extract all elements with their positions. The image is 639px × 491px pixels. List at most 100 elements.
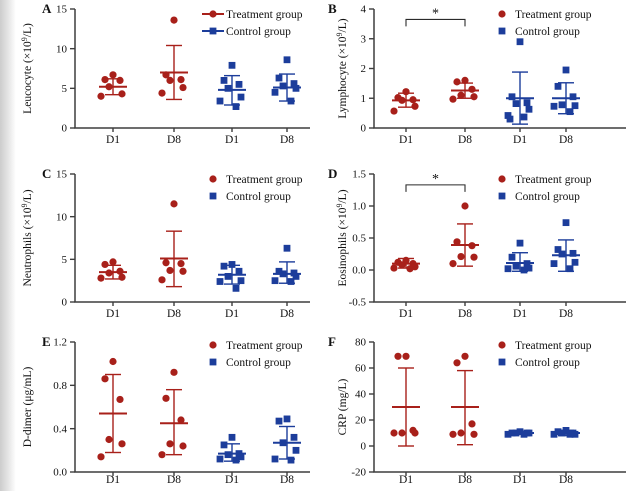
data-point (162, 259, 170, 267)
x-tick-label: D1 (513, 134, 527, 146)
data-point (468, 85, 476, 93)
data-point (550, 260, 558, 267)
data-point (158, 451, 166, 459)
data-point (162, 394, 170, 402)
legend-item-treatment: Treatment group (209, 174, 303, 186)
x-tick-label: D1 (225, 134, 239, 146)
data-point (166, 440, 174, 448)
data-point (508, 93, 516, 101)
legend-item-treatment: Treatment group (498, 340, 592, 352)
series-treatment-d8 (449, 202, 479, 268)
treatment-marker-icon (498, 175, 506, 183)
data-point (158, 276, 166, 284)
panel-letter: D (328, 166, 337, 181)
data-point (520, 266, 528, 274)
y-tick-label: 0.0 (53, 467, 67, 479)
legend-item-treatment: Treatment group (498, 174, 592, 186)
data-point (224, 84, 232, 92)
series-control-d8 (271, 56, 301, 105)
legend-label: Control group (226, 191, 291, 203)
data-point (470, 430, 478, 438)
data-point (290, 269, 298, 277)
data-point (516, 239, 524, 247)
y-tick-label: -0.5 (349, 297, 367, 309)
series-control-d1 (504, 428, 534, 438)
x-tick-label: D1 (399, 474, 413, 486)
x-tick-label: D8 (458, 134, 472, 146)
y-tick-label: 2 (361, 63, 367, 75)
panel-letter: A (42, 1, 52, 16)
x-tick-label: D8 (280, 474, 294, 486)
data-point (228, 433, 236, 441)
data-point (504, 265, 512, 273)
control-marker-icon (209, 192, 217, 200)
control-marker-icon (498, 27, 506, 35)
legend-label: Treatment group (226, 9, 303, 21)
series-control-d8 (550, 66, 580, 116)
legend-item-treatment: Treatment group (498, 9, 592, 21)
y-tick-label: 5 (62, 83, 68, 95)
x-tick-label: D1 (225, 474, 239, 486)
data-point (558, 101, 566, 109)
legend-item-control: Control group (498, 26, 580, 38)
series-treatment-d1 (390, 256, 420, 273)
significance-star: * (432, 172, 439, 187)
data-point (237, 453, 245, 461)
significance-bracket (405, 184, 466, 192)
y-axis-label: D-dimer (μg/mL) (22, 367, 34, 448)
panel-d: D -0.5 0.0 0.5 1.0 1.5 Eosinophils (×109/L) D1 D… (320, 163, 639, 327)
data-point (406, 265, 414, 273)
y-tick-label: 15 (56, 4, 68, 16)
y-tick-label: 60 (355, 363, 367, 375)
series-control-d8 (271, 415, 301, 464)
x-tick-label: D1 (225, 308, 239, 320)
y-tick-label: 3 (361, 33, 367, 45)
series-control-d8 (271, 244, 301, 285)
data-point (571, 430, 579, 438)
treatment-marker-icon (498, 10, 506, 18)
y-tick-label: 4 (361, 4, 367, 16)
data-point (177, 260, 185, 268)
x-tick-label: D1 (106, 474, 120, 486)
data-point (271, 88, 279, 96)
x-tick-label: D1 (106, 134, 120, 146)
treatment-marker-icon (209, 341, 217, 349)
data-point (508, 253, 516, 261)
y-tick-label: 0.5 (352, 233, 366, 245)
data-point (101, 375, 109, 383)
data-point (283, 415, 291, 423)
series-treatment-d1 (97, 258, 127, 282)
data-point (279, 270, 287, 278)
panel-letter: E (42, 334, 51, 349)
data-point (177, 76, 185, 84)
data-point (468, 420, 476, 428)
data-point (170, 368, 178, 376)
data-point (390, 429, 398, 437)
data-point (166, 266, 174, 275)
legend-item-control: Control group (209, 191, 291, 203)
legend-label: Treatment group (226, 174, 303, 186)
data-point (449, 95, 457, 103)
panel-c: C 0 5 10 15 Neutrophils (×109/L) D1 D8 D1 D8 Treat… (0, 163, 320, 327)
data-point (468, 242, 476, 250)
data-point (292, 273, 300, 280)
y-tick-label: 10 (56, 43, 68, 55)
legend-item-control: Control group (498, 357, 580, 369)
data-point (550, 102, 558, 110)
panel-b-chart: B 0 1 2 3 4 Lymphocyte (×109/L) D1 D8 D1 D8 * Treatm… (328, 1, 626, 146)
data-point (516, 38, 524, 46)
data-point (523, 260, 531, 267)
x-tick-label: D8 (280, 308, 294, 320)
data-point (516, 428, 524, 436)
data-point (453, 359, 461, 367)
data-point (224, 273, 232, 280)
data-point (118, 273, 126, 281)
y-tick-label: 15 (56, 169, 68, 181)
data-point (409, 96, 417, 104)
panel-letter: F (328, 334, 336, 349)
series-treatment-d8 (449, 76, 479, 103)
data-point (411, 429, 419, 437)
series-control-d1 (504, 38, 534, 125)
x-tick-label: D8 (559, 474, 573, 486)
